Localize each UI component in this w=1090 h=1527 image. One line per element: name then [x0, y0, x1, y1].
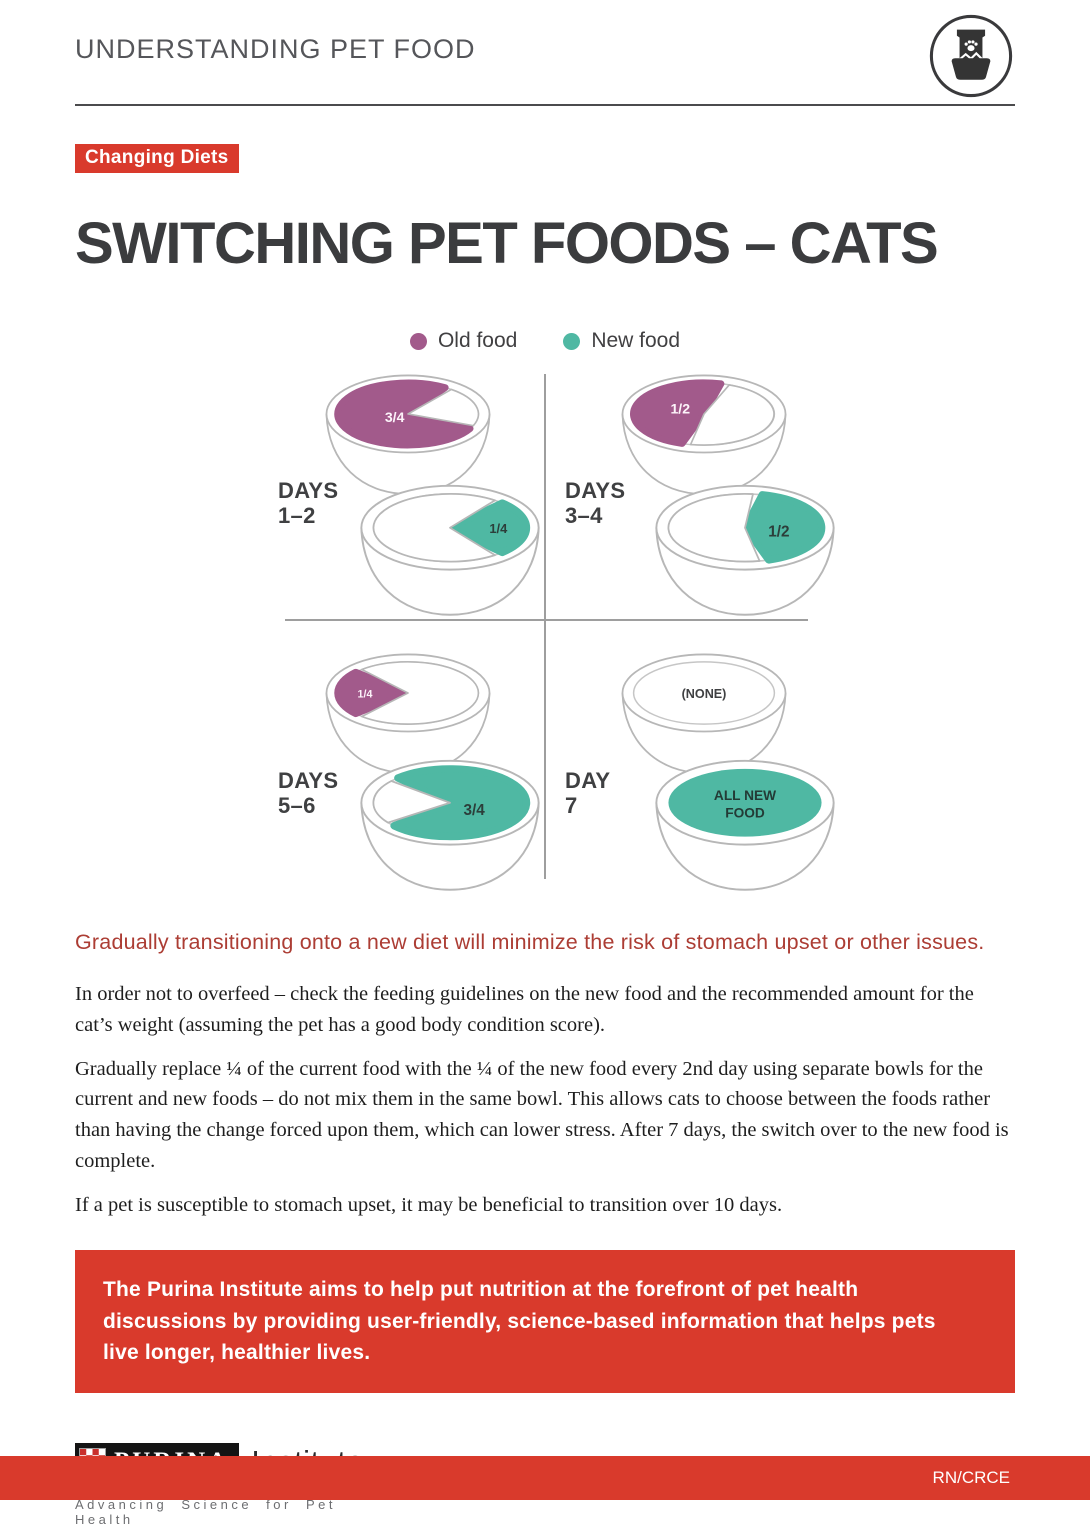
- bowl-all-new-food: ALL NEW FOOD: [655, 759, 835, 891]
- quadrant-label: DAY 7: [565, 768, 611, 818]
- page-title: SWITCHING PET FOODS – CATS: [75, 211, 939, 276]
- quadrant-label: DAYS 5–6: [278, 768, 339, 818]
- svg-text:(NONE): (NONE): [682, 687, 727, 701]
- quadrant-days-1-2: DAYS 1–2 3/4 1/4: [239, 369, 545, 627]
- quadrant-label: DAYS 3–4: [565, 478, 626, 528]
- page-header: UNDERSTANDING PET FOOD: [75, 12, 1015, 106]
- legend-label-new: New food: [591, 329, 681, 352]
- new-food-dot-icon: [563, 332, 581, 350]
- mission-statement-box: The Purina Institute aims to help put nu…: [75, 1250, 1015, 1393]
- svg-text:1/2: 1/2: [768, 524, 789, 541]
- bowl-new-food: 3/4: [360, 759, 540, 891]
- body-paragraph: Gradually replace ¼ of the current food …: [75, 1057, 1009, 1172]
- transition-diagram: DAYS 1–2 3/4 1/4: [239, 369, 851, 891]
- section-badge: Changing Diets: [75, 144, 239, 173]
- bowl-old-food: 1/2: [621, 374, 787, 495]
- bowl-new-food: 1/4: [360, 484, 540, 616]
- bowl-old-food: 1/4: [325, 653, 491, 774]
- quadrant-days-5-6: DAYS 5–6 1/4 3/4: [239, 628, 545, 891]
- svg-text:ALL NEW: ALL NEW: [714, 788, 776, 803]
- footer-bar: RN/CRCE: [0, 1456, 1090, 1500]
- header-title: UNDERSTANDING PET FOOD: [75, 34, 476, 64]
- quadrant-days-3-4: DAYS 3–4 1/2 1/2: [545, 369, 851, 627]
- svg-text:1/4: 1/4: [489, 521, 508, 536]
- bowl-old-food: 3/4: [325, 374, 491, 495]
- svg-text:3/4: 3/4: [464, 802, 486, 819]
- legend-item-old-food: Old food: [409, 329, 518, 353]
- quadrant-divider-horizontal: [285, 619, 808, 621]
- svg-text:1/2: 1/2: [670, 400, 690, 416]
- pet-food-bag-bowl-icon: [929, 14, 1013, 98]
- svg-text:3/4: 3/4: [385, 409, 405, 425]
- quadrant-label: DAYS 1–2: [278, 478, 339, 528]
- logo-tagline: Advancing Science for Pet Health: [75, 1496, 336, 1527]
- bowl-new-food: 1/2: [655, 484, 835, 616]
- quadrant-day-7: DAY 7 (NONE) ALL NEW FOOD: [545, 628, 851, 891]
- legend: Old food New food: [75, 329, 1015, 353]
- legend-item-new-food: New food: [563, 329, 680, 353]
- svg-text:1/4: 1/4: [358, 688, 373, 700]
- svg-text:FOOD: FOOD: [725, 806, 765, 821]
- old-food-dot-icon: [409, 332, 427, 350]
- body-paragraph: In order not to overfeed – check the fee…: [75, 983, 974, 1036]
- highlight-text: Gradually transitioning onto a new diet …: [75, 930, 985, 954]
- bowl-empty: (NONE): [621, 653, 787, 774]
- body-paragraph: If a pet is susceptible to stomach upset…: [75, 1193, 783, 1216]
- quadrant-divider-vertical: [544, 374, 546, 879]
- footer-code: RN/CRCE: [932, 1468, 1010, 1487]
- legend-label-old: Old food: [437, 329, 518, 352]
